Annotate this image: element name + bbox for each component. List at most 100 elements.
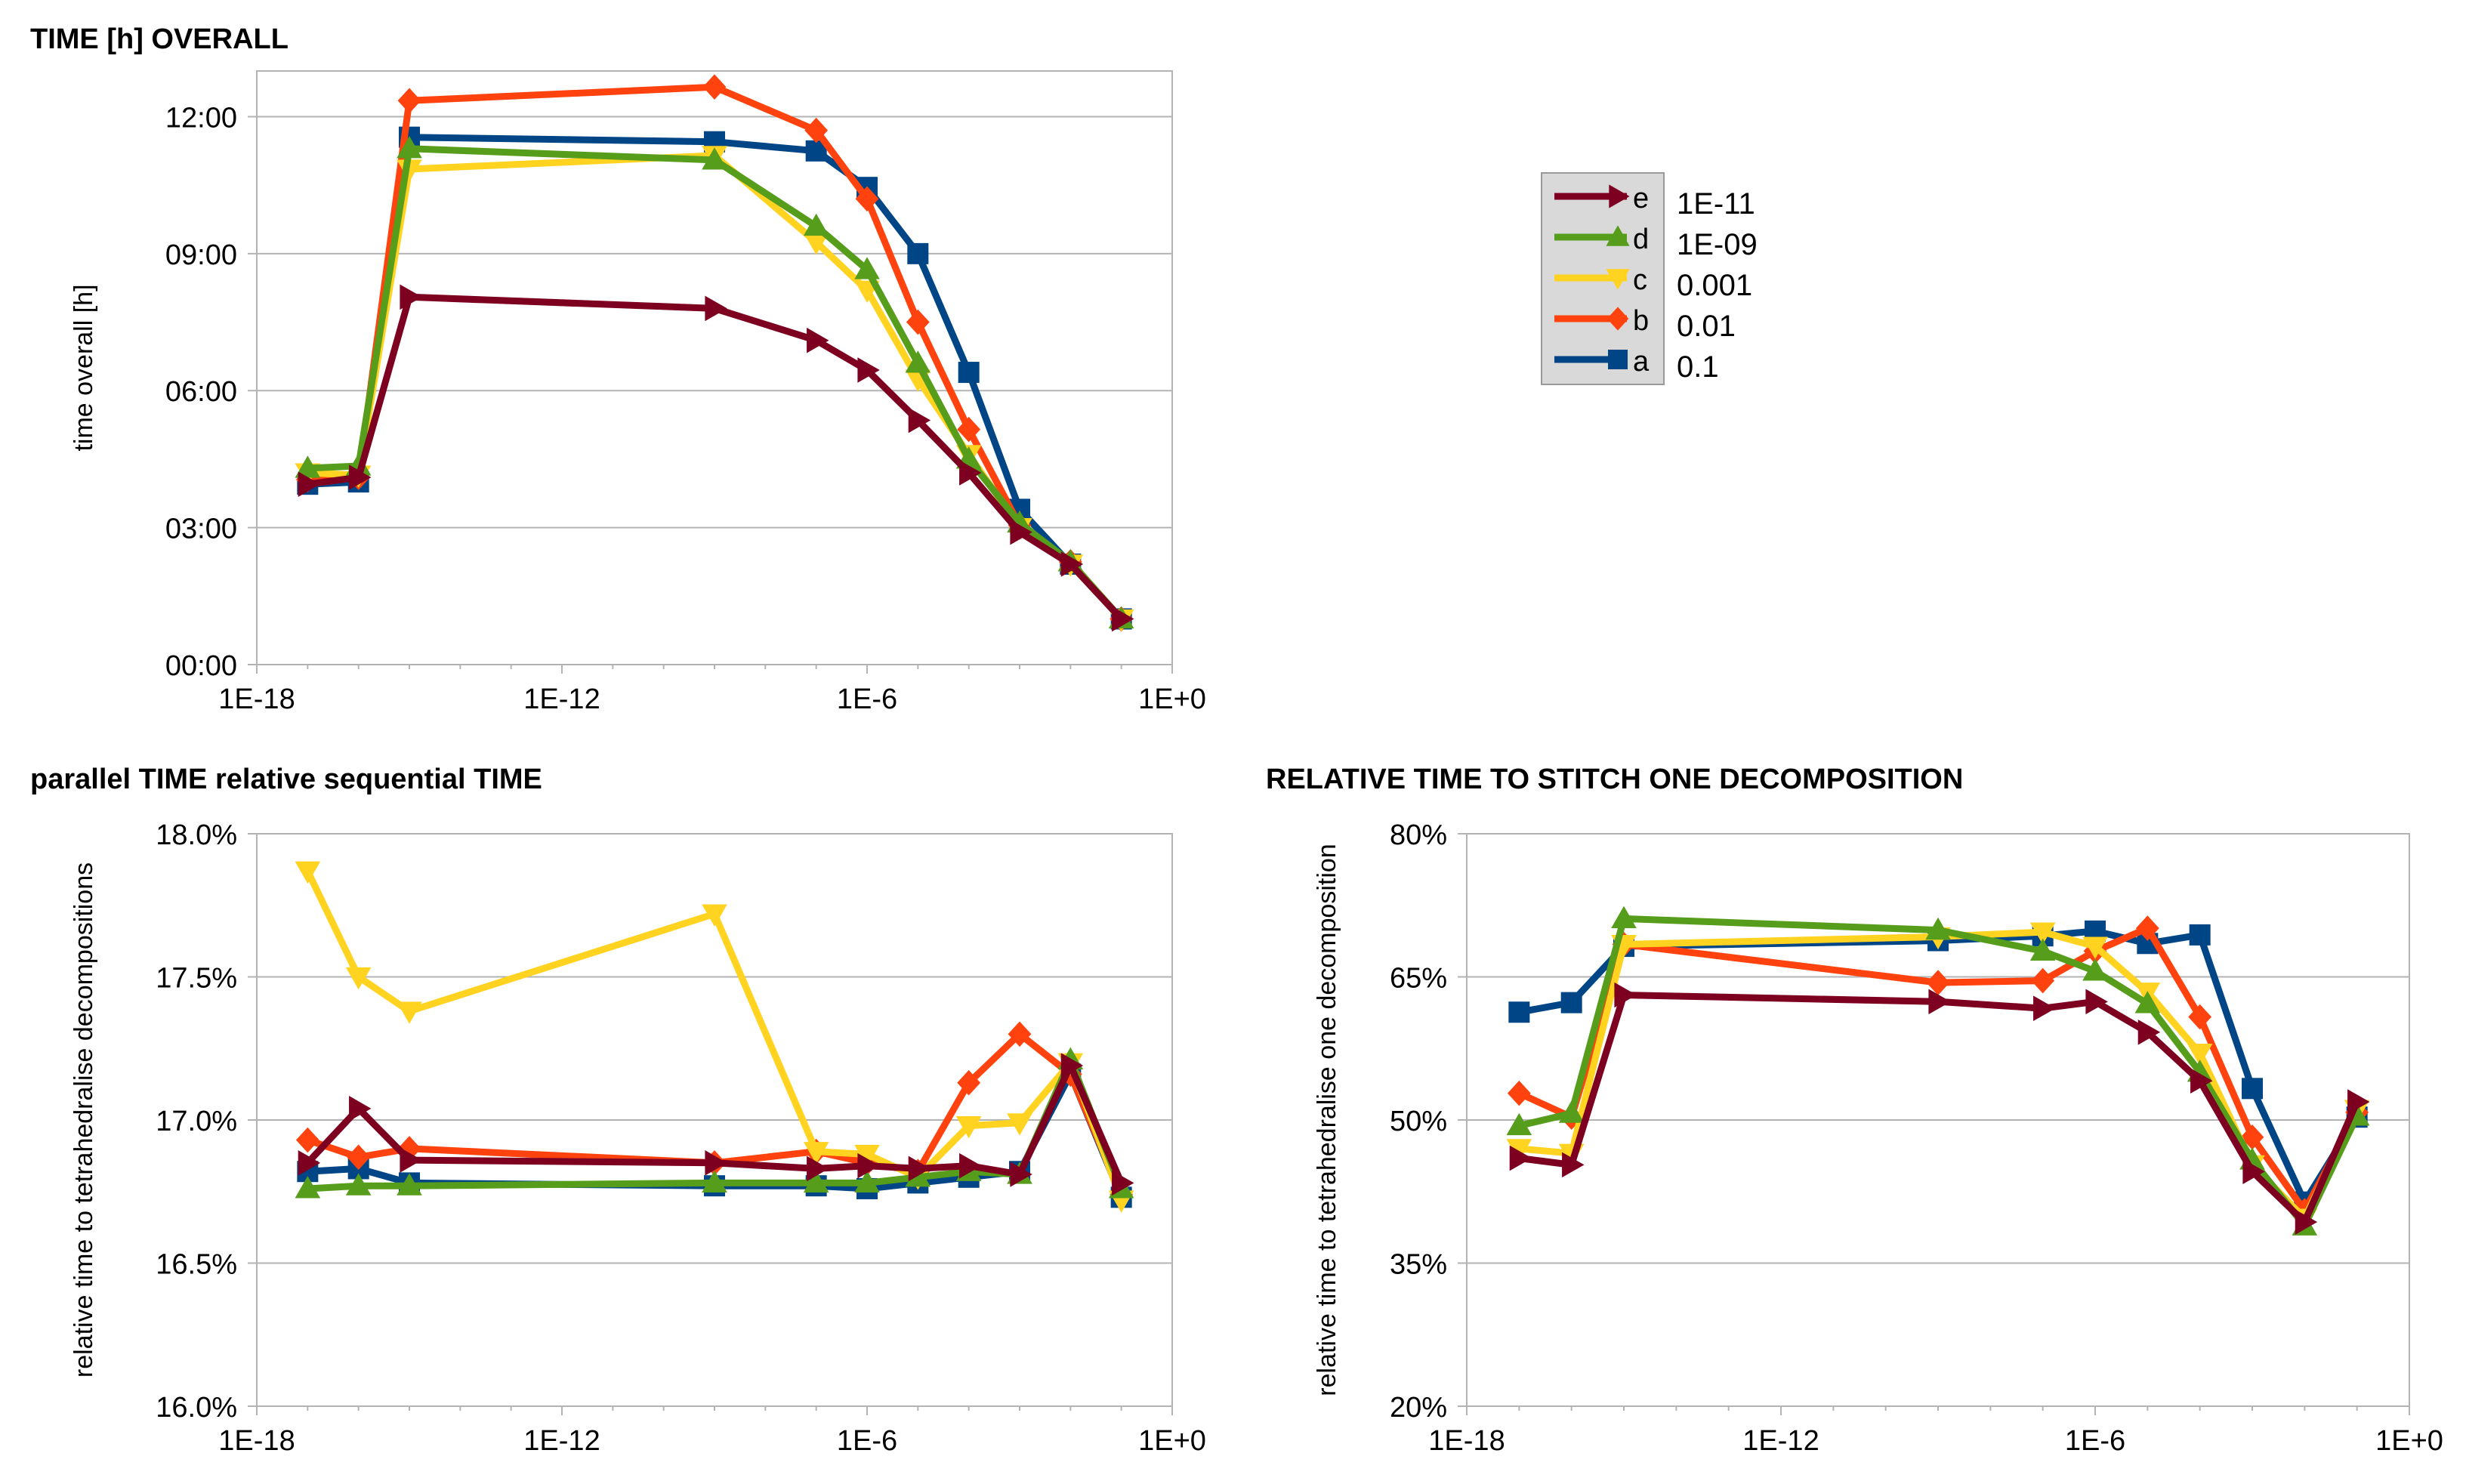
data-point-d [803, 1170, 829, 1192]
data-point-d [2082, 958, 2108, 981]
legend-entry-e: e 1E-11 [1541, 177, 1828, 221]
legend-value-e: 1E-11 [1677, 187, 1755, 221]
legend-value-d: 1E-09 [1677, 228, 1758, 261]
legend-label-e: e [1633, 183, 1650, 214]
data-point-d [295, 1176, 321, 1199]
data-point-c [397, 1001, 422, 1024]
x-tick-label: 1E-12 [523, 1425, 600, 1457]
chart-title: RELATIVE TIME TO STITCH ONE DECOMPOSITIO… [1266, 764, 1963, 795]
data-point-e [400, 1147, 422, 1173]
y-tick-label: 18.0% [156, 819, 237, 851]
x-tick-label: 1E-18 [1428, 1425, 1505, 1457]
data-point-e [349, 1096, 372, 1121]
data-point-e [2295, 1209, 2318, 1235]
data-point-e [959, 460, 982, 486]
legend-entry-c: c 0.001 [1541, 258, 1828, 302]
data-point-e [2033, 995, 2056, 1021]
chart-title: TIME [h] OVERALL [30, 23, 289, 55]
data-point-a [907, 242, 929, 264]
data-point-e [857, 357, 880, 383]
series-e [298, 1053, 1134, 1196]
data-point-a [958, 362, 980, 384]
data-point-d [397, 135, 422, 159]
legend-label-b: b [1633, 305, 1650, 337]
y-axis-label: time overall [h] [69, 284, 98, 451]
legend-value-c: 0.001 [1677, 269, 1753, 302]
series-line-a [307, 134, 1124, 622]
data-point-e [2242, 1159, 2265, 1185]
y-tick-label: 12:00 [165, 102, 237, 134]
chart-1: TIME [h] OVERALL 00:00 03:00 06:00 09:00 12:0… [30, 23, 1206, 715]
x-tick-label: 1E+0 [1138, 1425, 1206, 1457]
y-tick-label: 03:00 [165, 514, 237, 545]
legend-entry-a: a 0.1 [1541, 340, 1828, 384]
data-point-d [397, 1173, 422, 1196]
legend-symbol-b [1606, 307, 1629, 331]
y-tick-label: 16.5% [156, 1249, 237, 1281]
chart-3: RELATIVE TIME TO STITCH ONE DECOMPOSITIO… [1266, 764, 2443, 1457]
legend-entry-d: d 1E-09 [1541, 218, 1828, 261]
series-a [297, 126, 1132, 630]
data-point-e [1614, 982, 1637, 1008]
legend-marker-d [1554, 225, 1630, 246]
x-tick-label: 1E+0 [2375, 1425, 2443, 1457]
legend-value-a: 0.1 [1677, 350, 1719, 384]
data-point-d [1611, 906, 1637, 929]
data-point-e [1509, 1145, 1532, 1171]
legend-label-a: a [1633, 346, 1650, 378]
data-point-b [957, 1069, 981, 1096]
legend-symbol-c [1606, 269, 1630, 290]
data-point-e [1562, 1152, 1585, 1178]
legend-marker-e [1554, 184, 1630, 208]
series-d [295, 135, 1134, 629]
series-d [1506, 906, 2370, 1236]
data-point-b [295, 1127, 319, 1153]
data-point-b [1926, 970, 1950, 995]
data-point-e [2347, 1089, 2370, 1115]
data-point-b [804, 117, 829, 143]
y-tick-label: 06:00 [165, 376, 237, 408]
data-point-d [854, 1170, 880, 1192]
y-tick-label: 00:00 [165, 650, 237, 682]
data-point-e [298, 1150, 321, 1176]
data-point-e [908, 1155, 931, 1182]
data-point-d [803, 213, 829, 236]
legend-marker-b [1554, 307, 1629, 331]
series-c [295, 146, 1134, 632]
y-tick-label: 35% [1390, 1249, 1447, 1281]
y-tick-label: 17.5% [156, 963, 237, 995]
series-e [298, 284, 1134, 632]
data-point-e [857, 1152, 880, 1179]
series-line-c [307, 152, 1124, 622]
data-point-b [1008, 1021, 1032, 1047]
data-point-e [298, 471, 321, 497]
x-tick-label: 1E-12 [523, 683, 600, 715]
data-point-d [854, 257, 880, 279]
data-point-a [1560, 992, 1582, 1014]
data-point-c [1007, 1113, 1032, 1136]
data-point-c [803, 233, 829, 255]
legend-symbol-d [1606, 225, 1630, 246]
data-point-d [905, 350, 931, 373]
data-point-c [854, 1144, 880, 1168]
chart-title: parallel TIME relative sequential TIME [30, 764, 542, 795]
legend-marker-a [1554, 350, 1628, 369]
y-tick-label: 65% [1390, 963, 1447, 995]
y-tick-label: 20% [1390, 1392, 1447, 1424]
data-point-c [803, 1142, 829, 1165]
legend-symbol-a [1608, 350, 1628, 369]
y-axis-label: relative time to tetrahedralise one deco… [1313, 844, 1341, 1396]
data-point-d [1558, 1100, 1585, 1123]
data-point-d [2134, 991, 2161, 1014]
data-point-b [906, 309, 930, 335]
data-point-b [2031, 967, 2055, 994]
y-axis-label: relative time to tetrahedralise decompos… [69, 862, 98, 1378]
data-point-a [2189, 924, 2211, 946]
data-point-e [1010, 519, 1032, 545]
y-tick-label: 80% [1390, 819, 1447, 851]
y-tick-label: 16.0% [156, 1392, 237, 1424]
data-point-d [1506, 1112, 1532, 1136]
series-b [1507, 915, 2369, 1223]
data-point-e [2085, 989, 2108, 1015]
